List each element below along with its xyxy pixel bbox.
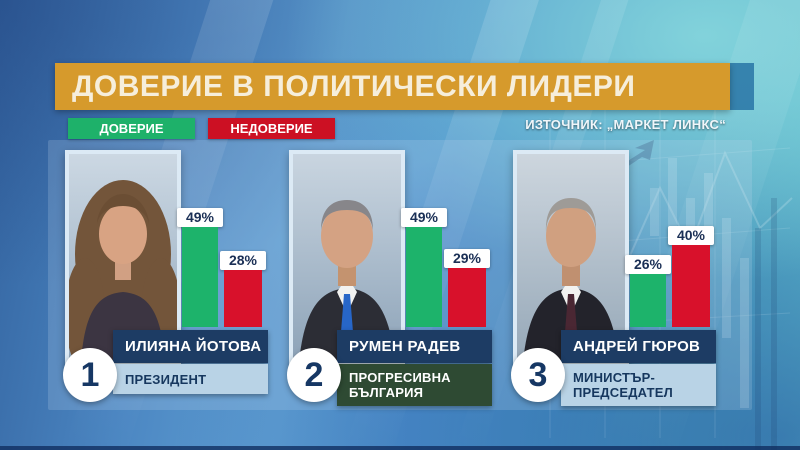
trust-value-label: 49% xyxy=(177,208,223,227)
hair xyxy=(545,198,597,232)
trust-value-label: 26% xyxy=(625,255,671,274)
title-bar-accent xyxy=(730,63,754,110)
leader-name: АНДРЕЙ ГЮРОВ xyxy=(561,330,716,363)
leader-card-gyurov: 26% 40% АНДРЕЙ ГЮРОВ МИНИСТЪР-ПРЕДСЕДАТЕ… xyxy=(511,148,723,408)
distrust-bar-group: 40% xyxy=(668,226,714,327)
trust-bar xyxy=(630,274,666,327)
rank-badge: 3 xyxy=(511,348,565,402)
distrust-bar xyxy=(672,245,710,327)
leader-name: ИЛИЯНА ЙОТОВА xyxy=(113,330,268,363)
legend-distrust: НЕДОВЕРИЕ xyxy=(208,118,335,139)
distrust-value-label: 28% xyxy=(220,251,266,270)
distrust-bar xyxy=(224,270,262,327)
leader-card-yotova: 49% 28% ИЛИЯНА ЙОТОВА ПРЕЗИДЕНТ 1 xyxy=(63,148,275,408)
distrust-bar-group: 28% xyxy=(220,251,266,327)
leader-card-radev: 49% 29% РУМЕН РАДЕВ ПРОГРЕСИВНА БЪЛГАРИЯ… xyxy=(287,148,499,408)
trust-bar-group: 49% xyxy=(177,208,223,327)
source-credit: ИЗТОЧНИК: „МАРКЕТ ЛИНКС“ xyxy=(525,117,726,132)
hair xyxy=(321,200,373,230)
leader-name: РУМЕН РАДЕВ xyxy=(337,330,492,363)
page-title: ДОВЕРИЕ В ПОЛИТИЧЕСКИ ЛИДЕРИ xyxy=(55,63,730,110)
leader-role: ПРЕЗИДЕНТ xyxy=(113,364,268,394)
legend-trust: ДОВЕРИЕ xyxy=(68,118,195,139)
distrust-bar-group: 29% xyxy=(444,249,490,327)
leader-role: МИНИСТЪР-ПРЕДСЕДАТЕЛ xyxy=(561,364,716,406)
trust-bar xyxy=(406,227,442,327)
trust-bar-group: 26% xyxy=(625,255,671,327)
rank-badge: 2 xyxy=(287,348,341,402)
trust-bar xyxy=(182,227,218,327)
trust-value-label: 49% xyxy=(401,208,447,227)
leader-role: ПРОГРЕСИВНА БЪЛГАРИЯ xyxy=(337,364,492,406)
rank-badge: 1 xyxy=(63,348,117,402)
bottom-edge xyxy=(0,446,800,450)
trust-bar-group: 49% xyxy=(401,208,447,327)
distrust-bar xyxy=(448,268,486,327)
distrust-value-label: 40% xyxy=(668,226,714,245)
distrust-value-label: 29% xyxy=(444,249,490,268)
